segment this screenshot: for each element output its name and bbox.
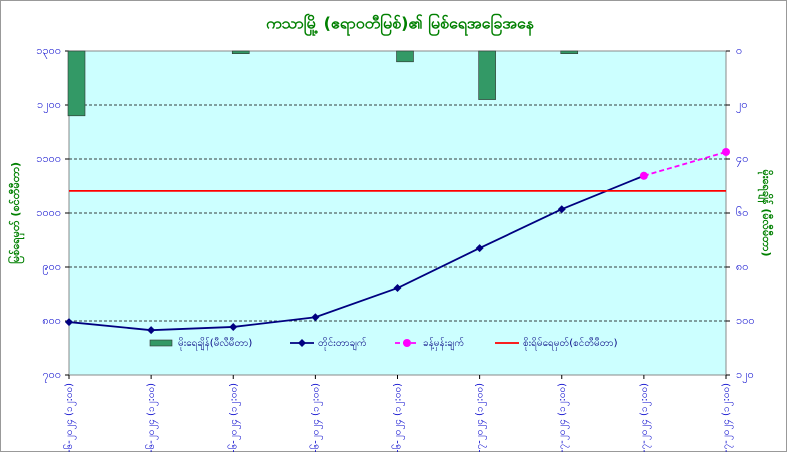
plot-area xyxy=(68,50,727,376)
y2-tick-label: ၆၀ xyxy=(736,206,748,219)
point xyxy=(557,205,566,214)
x-tick-label: ၃၀-၆-၂၀၂၄ (၁၂:၀၀) xyxy=(391,383,406,452)
legend-marker xyxy=(298,339,306,347)
bar xyxy=(67,50,86,117)
x-tick-label: ၄-၇-၂၀၂၄ (၁၂:၀၀) xyxy=(721,383,734,452)
bar xyxy=(231,50,250,54)
legend-label: မိုးရေချိန်(မီလီမီတာ) xyxy=(178,336,252,351)
line xyxy=(643,151,727,177)
point xyxy=(722,147,730,156)
point xyxy=(147,326,156,335)
y-tick-label: ၁၂၀၀ xyxy=(37,98,61,113)
bar xyxy=(396,50,414,63)
x-tick-label: ၂-၇-၂၀၂၄ (၁၂:၀၀) xyxy=(557,383,570,452)
x-tick-label: ၂၈-၆-၂၀၂၄ (၁၂:၀၀) xyxy=(226,383,241,452)
y-tick-label: ၉၀၀ xyxy=(42,260,61,275)
y2-axis-label: မိုးရေချိန် (မီလီမီတာ) xyxy=(757,170,774,257)
legend-label: စိုးရိမ်ရေမှတ်(စင်တီမီတာ) xyxy=(523,336,618,351)
point xyxy=(311,313,320,322)
y2-tick-label: ၈၀ xyxy=(736,260,748,273)
legend-swatch xyxy=(149,339,173,347)
y2-tick-label: ၂၀ xyxy=(736,98,748,113)
x-tick-label: ၁-၇-၂၀၂၄ (၁၂:၀၀) xyxy=(475,383,488,452)
point xyxy=(475,244,484,253)
legend-label: ခန့်မှန်းချက် xyxy=(423,336,464,351)
y-tick-label: ၈၀၀ xyxy=(42,314,61,327)
point xyxy=(65,318,73,327)
y-tick-label: ၇၀၀ xyxy=(42,368,61,383)
legend-label: တိုင်းတာချက် xyxy=(318,336,367,351)
x-tick-label: ၂၇-၆-၂၀၂၄ (၁၂:၀၀) xyxy=(144,383,159,452)
y2-tick-label: ၄၀ xyxy=(736,152,748,167)
x-tick-label: ၃-၇-၂၀၂၄ (၁၂:၀၀) xyxy=(639,383,652,452)
point xyxy=(639,171,648,180)
legend-marker xyxy=(403,339,411,347)
x-tick-label: ၂၆-၆-၂၀၂၄ (၁၂:၀၀) xyxy=(62,383,77,452)
y2-tick-label: ၀ xyxy=(736,44,742,57)
y2-tick-label: ၁၀၀ xyxy=(736,314,755,327)
bar xyxy=(560,50,579,54)
point xyxy=(229,322,238,331)
y-tick-label: ၁၁၀၀ xyxy=(36,152,61,165)
line xyxy=(68,174,645,332)
bar xyxy=(478,50,496,100)
y-tick-label: ၁၀၀၀ xyxy=(36,206,61,219)
point xyxy=(393,284,402,293)
y2-tick-label: ၁၂၀ xyxy=(736,368,754,383)
x-tick-label: ၂၉-၆-၂၀၂၄ (၁၂:၀၀) xyxy=(308,383,323,452)
y-axis-label: မြစ်ရေမှတ် (စင်တီမီတာ) xyxy=(7,162,25,264)
y-tick-label: ၁၃၀၀ xyxy=(36,44,61,59)
